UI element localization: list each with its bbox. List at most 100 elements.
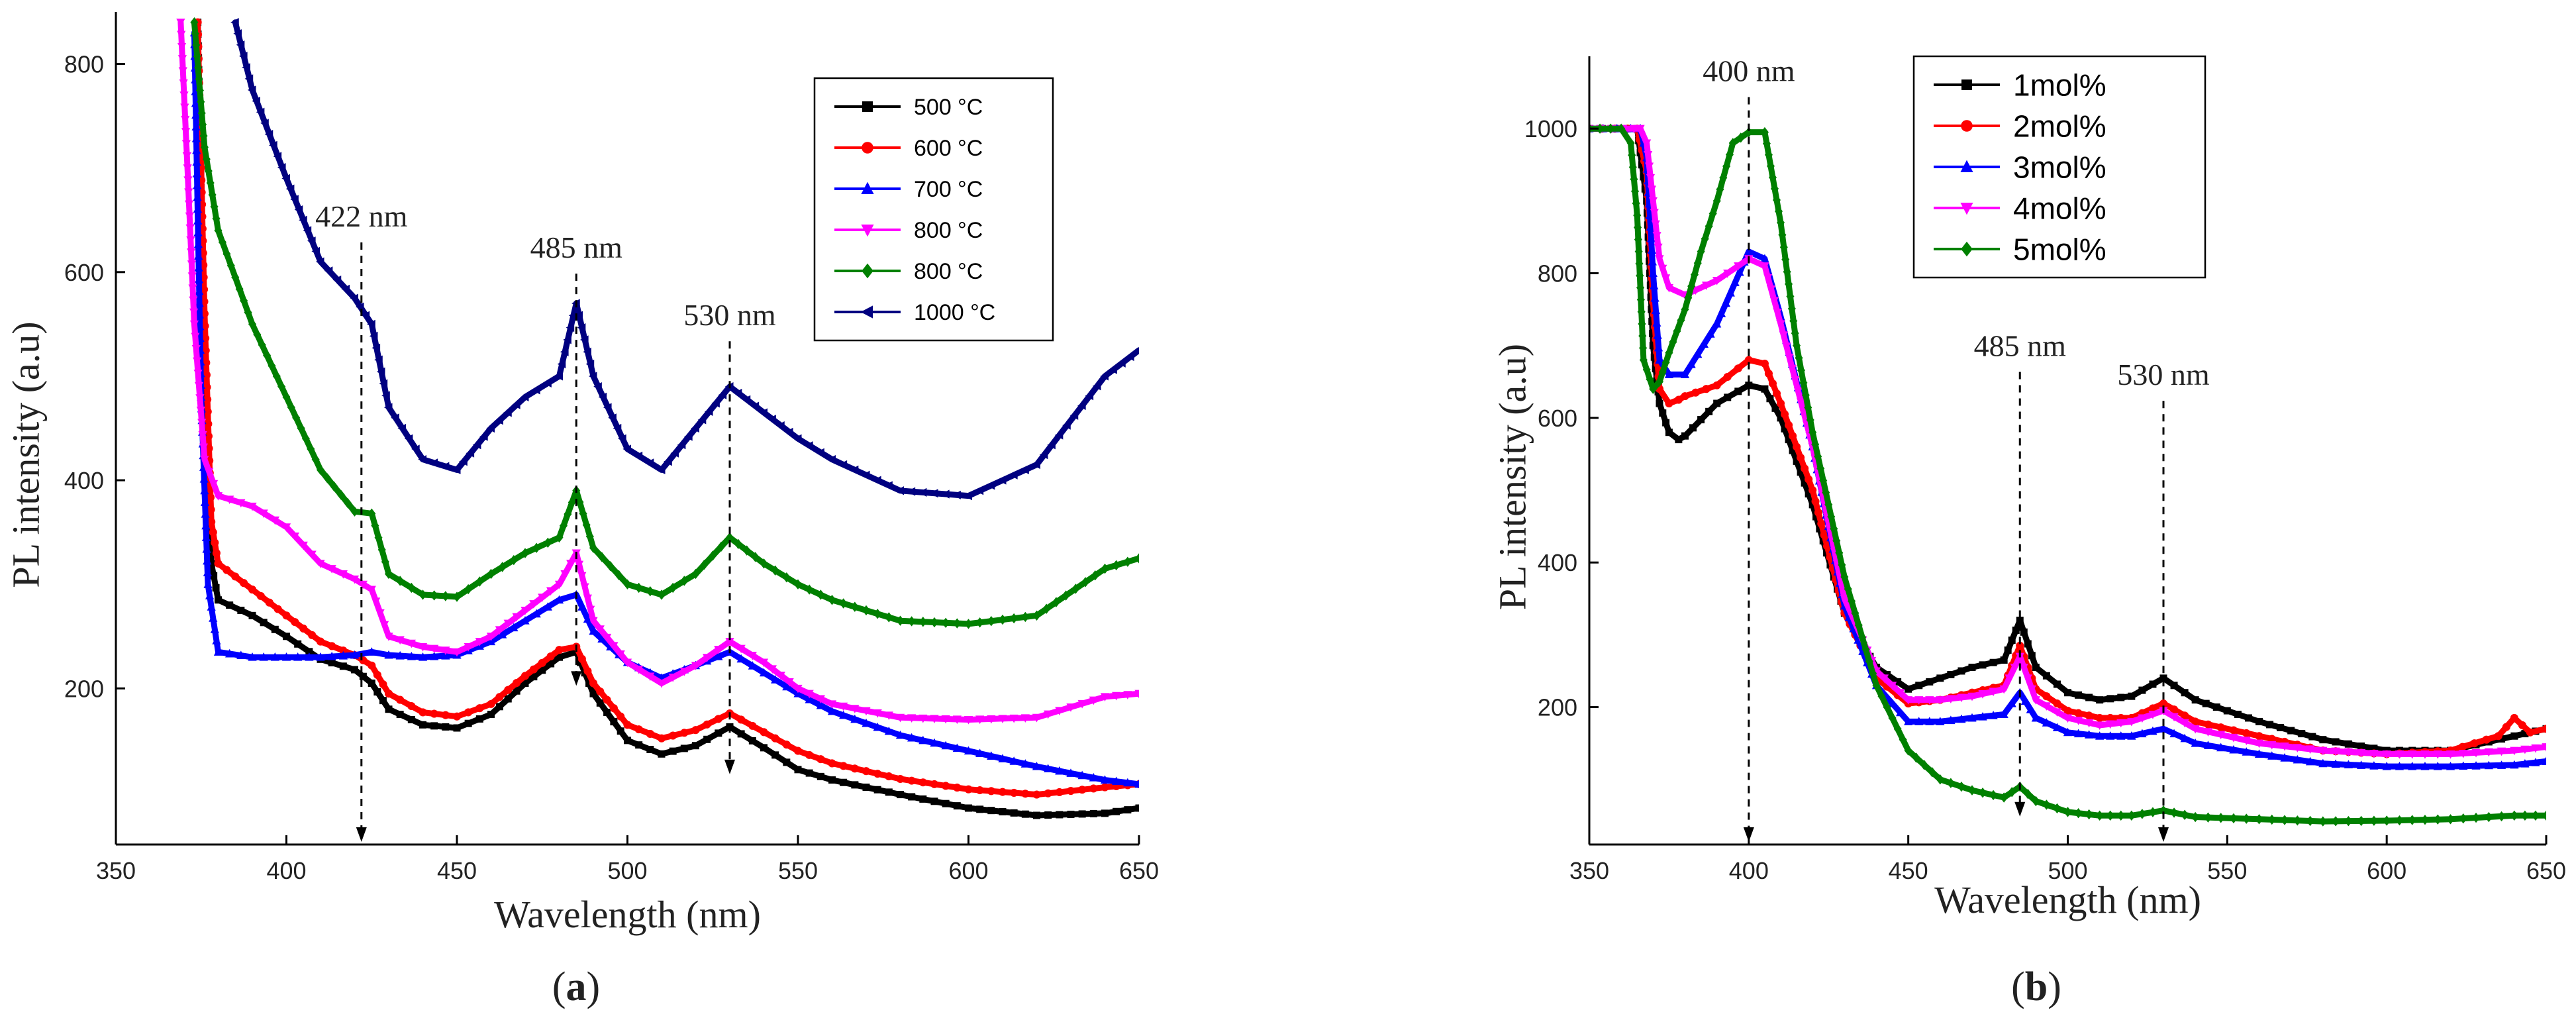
data-point xyxy=(184,188,193,197)
data-point xyxy=(2471,748,2481,758)
y-tick-label: 600 xyxy=(64,259,104,286)
data-point xyxy=(367,319,375,329)
data-point xyxy=(839,762,848,770)
legend-entry: 1000 °C xyxy=(834,300,995,325)
data-point xyxy=(529,665,538,674)
y-tick-label: 200 xyxy=(64,675,104,702)
data-point xyxy=(964,715,973,725)
data-point xyxy=(199,443,209,452)
data-point xyxy=(538,666,546,674)
data-point xyxy=(503,408,512,417)
data-point xyxy=(850,714,860,723)
data-point xyxy=(207,602,216,611)
data-point xyxy=(750,401,760,411)
data-point xyxy=(1101,783,1109,792)
data-point xyxy=(1056,811,1064,819)
data-point xyxy=(1648,268,1658,278)
data-point xyxy=(498,629,507,639)
data-point xyxy=(1681,304,1689,315)
data-point xyxy=(2191,811,2200,823)
data-point xyxy=(589,690,597,697)
data-point xyxy=(453,724,461,732)
data-point xyxy=(2191,725,2200,734)
data-point xyxy=(1677,315,1685,326)
data-point xyxy=(396,695,405,704)
data-point xyxy=(1651,220,1660,229)
data-point xyxy=(1066,787,1075,795)
data-point xyxy=(613,423,622,433)
data-point xyxy=(381,391,390,400)
data-point xyxy=(368,661,376,670)
data-point xyxy=(183,176,193,185)
data-point xyxy=(583,667,592,676)
data-point xyxy=(634,666,644,674)
data-point xyxy=(323,473,332,484)
data-point xyxy=(464,584,473,595)
data-point xyxy=(918,487,927,497)
data-point xyxy=(2138,686,2146,694)
data-point xyxy=(1805,475,1813,484)
data-point xyxy=(1912,752,1920,763)
data-point xyxy=(384,633,393,641)
data-point xyxy=(657,734,666,743)
data-point xyxy=(1844,584,1852,594)
data-point xyxy=(466,448,475,458)
data-point xyxy=(2203,741,2213,749)
data-point xyxy=(873,709,882,718)
data-point xyxy=(2085,693,2093,701)
data-point xyxy=(929,489,938,498)
data-point xyxy=(247,85,256,95)
data-point xyxy=(582,519,591,531)
data-point xyxy=(691,726,700,735)
data-point xyxy=(1744,246,1754,256)
data-point xyxy=(487,699,495,708)
data-point xyxy=(998,715,1007,724)
data-point xyxy=(2383,815,2391,826)
data-point xyxy=(736,654,746,663)
data-point xyxy=(1830,523,1838,534)
data-point xyxy=(1799,378,1808,388)
legend: 500 °C 600 °C 700 °C 800 °C 800 °C 1000 °C xyxy=(813,77,1054,342)
data-point xyxy=(1797,365,1806,376)
data-point xyxy=(975,486,984,495)
data-point xyxy=(2395,761,2404,770)
data-point xyxy=(308,631,317,639)
data-point xyxy=(1716,184,1724,195)
data-point xyxy=(520,606,530,615)
data-point xyxy=(1636,282,1645,293)
data-point xyxy=(1772,389,1781,398)
data-point xyxy=(577,323,586,333)
data-point xyxy=(1009,714,1018,723)
data-point xyxy=(907,714,916,723)
data-point xyxy=(2510,746,2519,756)
data-point xyxy=(487,711,495,719)
data-point xyxy=(1914,696,1924,705)
data-point xyxy=(1646,222,1656,231)
data-point xyxy=(2319,736,2327,744)
data-point xyxy=(1664,283,1674,293)
data-point xyxy=(2148,710,2157,719)
data-point xyxy=(782,572,791,583)
data-point xyxy=(367,647,376,656)
data-point xyxy=(418,455,426,464)
data-point xyxy=(199,474,209,483)
data-point xyxy=(2074,807,2083,819)
data-point xyxy=(986,481,995,490)
data-point xyxy=(2242,813,2251,824)
data-point xyxy=(372,343,381,352)
data-point xyxy=(737,730,745,738)
data-point xyxy=(1659,409,1667,417)
data-point xyxy=(585,360,595,369)
data-point xyxy=(2293,815,2302,826)
data-point xyxy=(1055,788,1064,796)
series-group xyxy=(176,17,1139,819)
data-point xyxy=(441,646,450,655)
data-point xyxy=(1134,779,1139,788)
data-point xyxy=(987,751,996,760)
data-point xyxy=(1702,385,1710,393)
data-point xyxy=(1654,243,1663,252)
data-point xyxy=(547,660,555,668)
data-point xyxy=(1077,770,1087,780)
data-point xyxy=(368,679,375,687)
data-point xyxy=(669,747,677,755)
